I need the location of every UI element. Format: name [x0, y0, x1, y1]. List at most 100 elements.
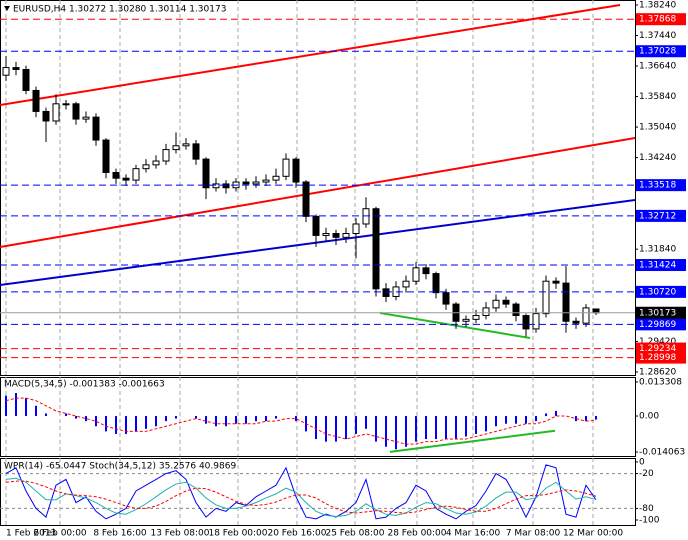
current-price-bg [636, 306, 686, 319]
y-tick-label: 1.28620 [639, 368, 676, 378]
candle-body [182, 143, 190, 147]
candle-body [252, 181, 260, 185]
candle-body [262, 179, 270, 183]
candle-body [242, 181, 250, 185]
y-tick-label: 1.34240 [639, 153, 676, 163]
trend-line [0, 4, 621, 106]
x-tick-label: 18 Feb 00:00 [208, 529, 267, 539]
candle-body [162, 149, 170, 162]
candle-body [542, 280, 550, 315]
candle-body [522, 315, 530, 330]
main-title: EURUSD,H4 1.30272 1.30280 1.30114 1.3017… [13, 5, 226, 15]
candle-body [492, 299, 500, 309]
candle-body [102, 139, 110, 173]
x-tick-label: 4 Mar 16:00 [446, 529, 501, 539]
main-panel [0, 0, 636, 376]
osc-plot [0, 458, 635, 525]
y-tick-label: 1.38240 [639, 1, 676, 11]
candle-body [12, 67, 20, 70]
osc-title: WPR(14) -65.0447 Stoch(34,5,12) 35.2576 … [4, 462, 236, 472]
candle-body [422, 267, 430, 275]
candle-body [302, 181, 310, 217]
level-label: 1.29869 [639, 320, 676, 330]
candle-body [92, 116, 100, 141]
candle-body [212, 183, 220, 189]
candle-body [202, 158, 210, 189]
candle-body [352, 223, 360, 235]
y-tick-label: 1.35040 [639, 123, 676, 133]
trend-line [0, 198, 635, 286]
y-tick-label: 1.31840 [639, 245, 676, 255]
candle-body [552, 280, 560, 284]
candle-body [382, 288, 390, 297]
level-label: 1.37868 [639, 15, 676, 25]
level-label-bg [636, 179, 686, 192]
osc-panel [0, 458, 636, 526]
y-tick-label: -80 [639, 504, 654, 514]
y-tick-label: -100 [639, 516, 660, 526]
candle-body [112, 171, 120, 179]
candle-body [222, 183, 230, 189]
level-label: 1.33518 [639, 181, 676, 191]
candle-body [582, 307, 590, 324]
candle-body [62, 103, 70, 106]
candle-body [462, 318, 470, 322]
candle-body [402, 280, 410, 288]
candle-body [482, 307, 490, 317]
x-tick-label: 25 Feb 08:00 [325, 529, 384, 539]
y-tick-label: 0 [639, 458, 645, 468]
y-tick-label: 0.013308 [639, 378, 682, 388]
x-tick-label: 20 Feb 16:00 [267, 529, 326, 539]
candle-body [372, 208, 380, 290]
level-label-bg [636, 351, 686, 364]
candle-body [572, 320, 580, 324]
candle-body [512, 303, 520, 317]
y-tick-label: 1.37440 [639, 31, 676, 41]
x-tick-label: 8 Feb 16:00 [93, 529, 147, 539]
candle-body [502, 299, 510, 305]
level-label: 1.32712 [639, 211, 676, 221]
candle-body [412, 267, 420, 282]
level-label-bg [636, 13, 686, 26]
trend-line [0, 137, 635, 248]
y-tick-label: -20 [639, 469, 654, 479]
osc-line [5, 464, 597, 520]
x-tick-label: 12 Mar 00:00 [563, 529, 623, 539]
level-label-bg [636, 259, 686, 272]
level-label-bg [636, 318, 686, 331]
candle-body [82, 116, 90, 120]
candle-body [152, 160, 160, 166]
candle-body [292, 158, 300, 183]
osc-line [5, 477, 597, 518]
candle-body [72, 103, 80, 120]
level-label: 1.31424 [639, 261, 676, 271]
osc-line [5, 480, 597, 514]
x-tick-label: 7 Mar 08:00 [506, 529, 561, 539]
candle-body [442, 292, 450, 305]
candle-body [592, 308, 600, 314]
candle-body [142, 164, 150, 170]
candle-body [132, 168, 140, 181]
macd-plot [5, 377, 597, 456]
candle-body [122, 177, 130, 181]
trend-line [379, 311, 531, 339]
trend-line [389, 429, 556, 453]
symbol-icon [4, 6, 10, 11]
y-tick-label: 1.35840 [639, 92, 676, 102]
candle-body [282, 158, 290, 177]
level-label-bg [636, 342, 686, 355]
x-tick-label: 6 Feb 00:00 [33, 529, 87, 539]
candle-body [42, 110, 50, 122]
x-tick-label: 1 Feb 2013 [6, 529, 56, 539]
y-tick-label: -0.014063 [639, 448, 685, 458]
candle-body [22, 68, 30, 91]
current-price-label: 1.30173 [639, 308, 676, 318]
level-label: 1.37028 [639, 47, 676, 57]
candle-body [332, 233, 340, 238]
level-label-bg [636, 45, 686, 58]
candle-body [2, 67, 10, 76]
candle-body [472, 315, 480, 320]
y-tick-label: 0.00 [639, 412, 659, 422]
x-tick-label: 13 Feb 08:00 [150, 529, 209, 539]
